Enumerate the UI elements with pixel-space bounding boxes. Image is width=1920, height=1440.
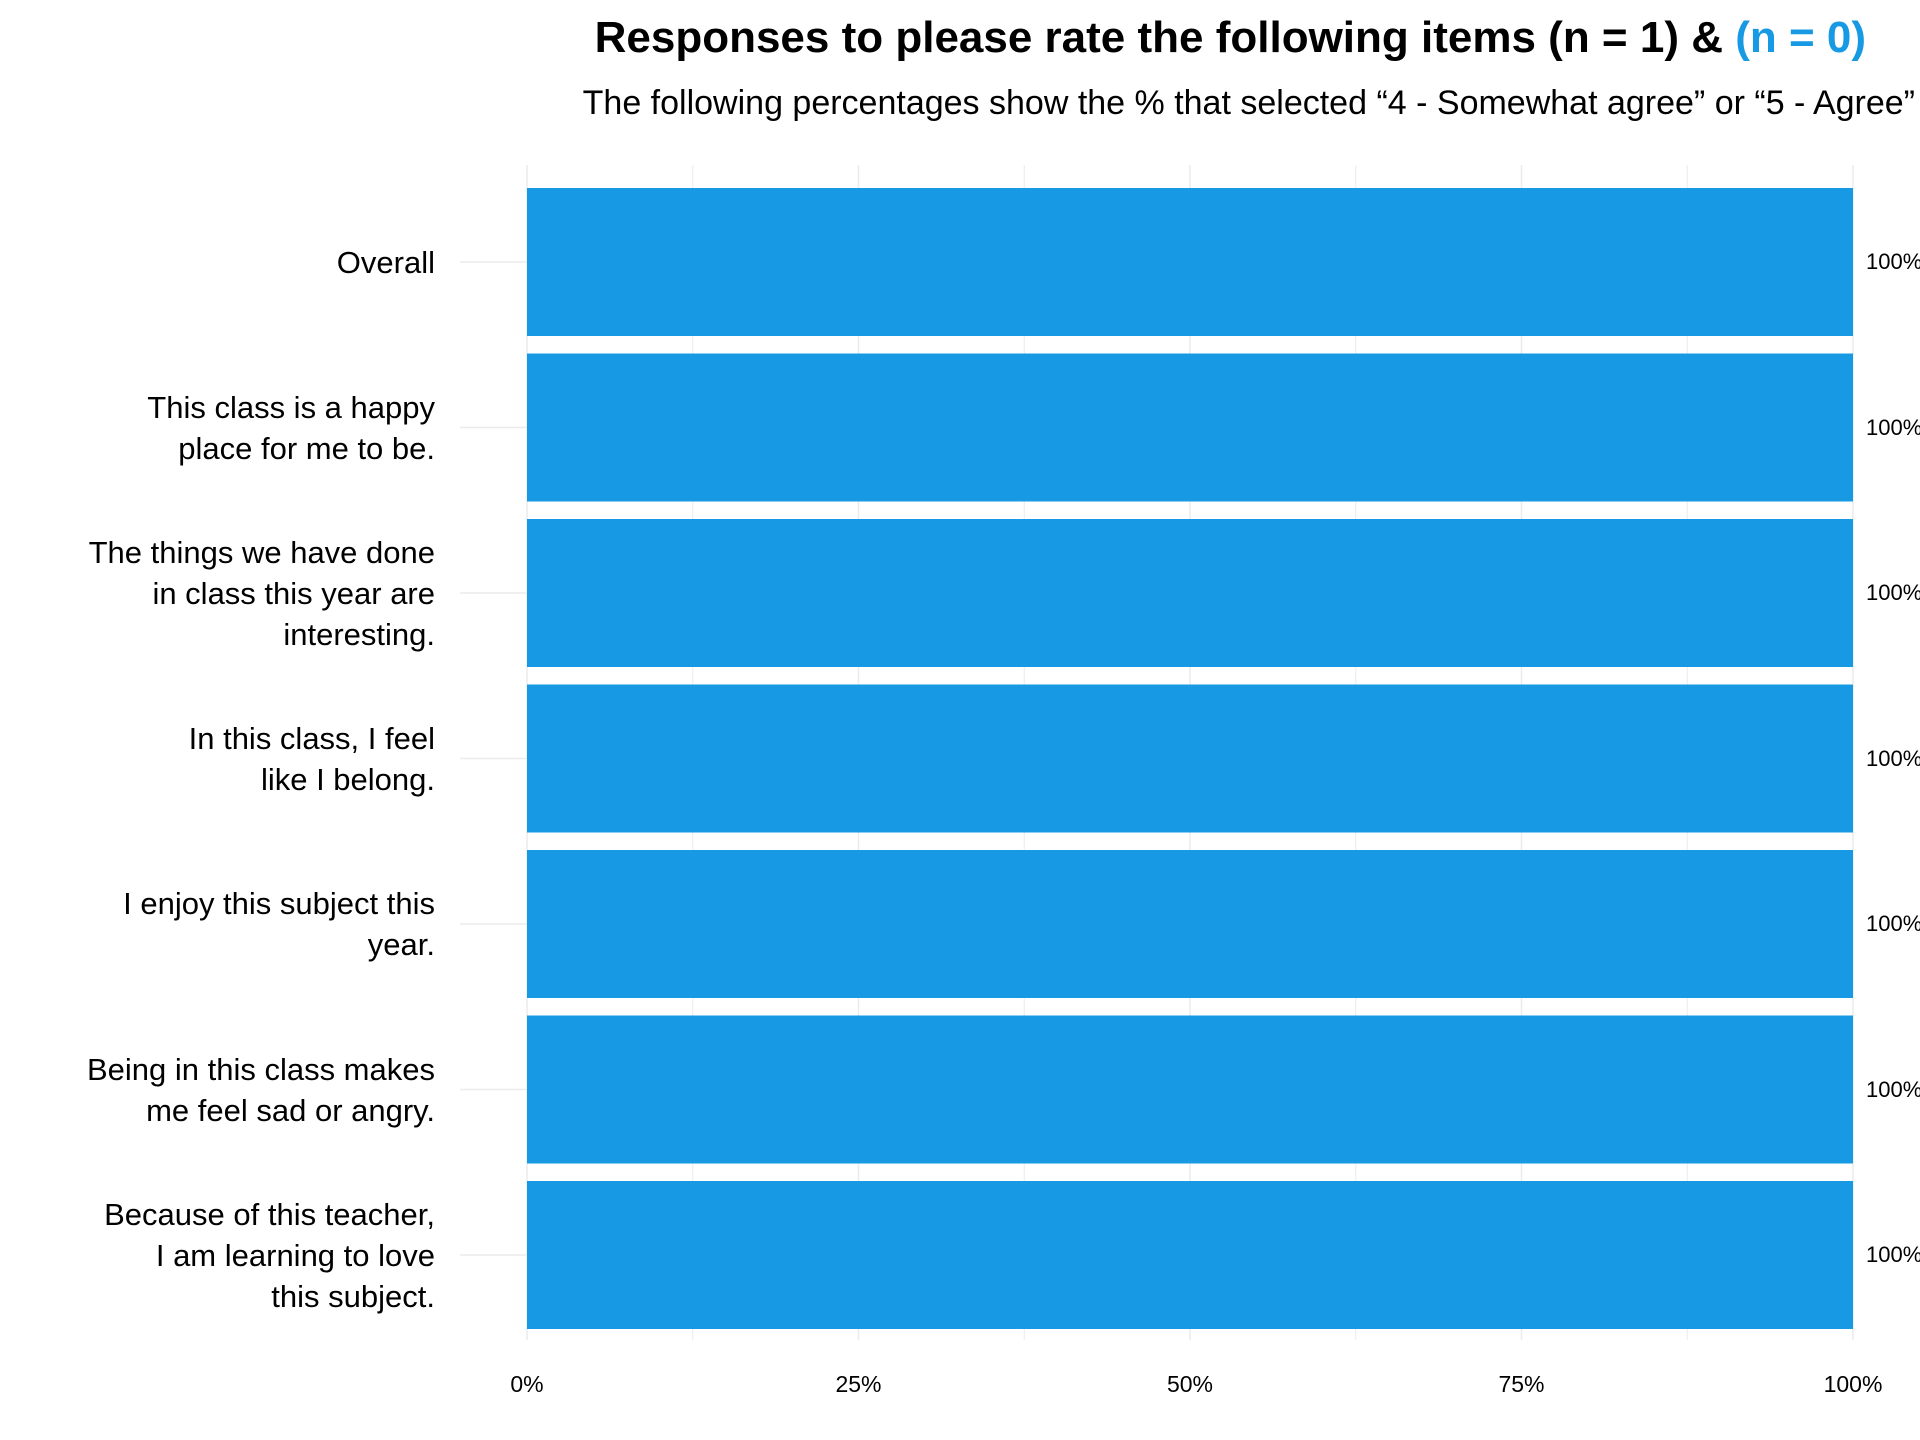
value-label: 100% bbox=[1866, 1076, 1920, 1104]
value-label: 100% bbox=[1866, 579, 1920, 607]
category-label: Because of this teacher, I am learning t… bbox=[104, 1194, 435, 1317]
bar bbox=[527, 354, 1853, 502]
category-label: Being in this class makes me feel sad or… bbox=[87, 1049, 435, 1131]
category-label: Overall bbox=[337, 242, 435, 283]
x-tick-label: 0% bbox=[467, 1369, 587, 1399]
bar bbox=[527, 850, 1853, 998]
value-label: 100% bbox=[1866, 745, 1920, 773]
bar bbox=[527, 519, 1853, 667]
category-label: In this class, I feel like I belong. bbox=[189, 718, 435, 800]
value-label: 100% bbox=[1866, 414, 1920, 442]
x-tick-label: 25% bbox=[799, 1369, 919, 1399]
bar bbox=[527, 1016, 1853, 1164]
bar bbox=[527, 685, 1853, 833]
bar bbox=[527, 188, 1853, 336]
x-tick-label: 75% bbox=[1462, 1369, 1582, 1399]
bar-layer bbox=[527, 188, 1853, 1329]
category-label: The things we have done in class this ye… bbox=[89, 532, 435, 655]
category-label: I enjoy this subject this year. bbox=[123, 883, 435, 965]
bar bbox=[527, 1181, 1853, 1329]
category-label: This class is a happy place for me to be… bbox=[147, 387, 435, 469]
x-tick-label: 100% bbox=[1793, 1369, 1913, 1399]
value-label: 100% bbox=[1866, 1241, 1920, 1269]
value-label: 100% bbox=[1866, 248, 1920, 276]
x-tick-label: 50% bbox=[1130, 1369, 1250, 1399]
value-label: 100% bbox=[1866, 910, 1920, 938]
